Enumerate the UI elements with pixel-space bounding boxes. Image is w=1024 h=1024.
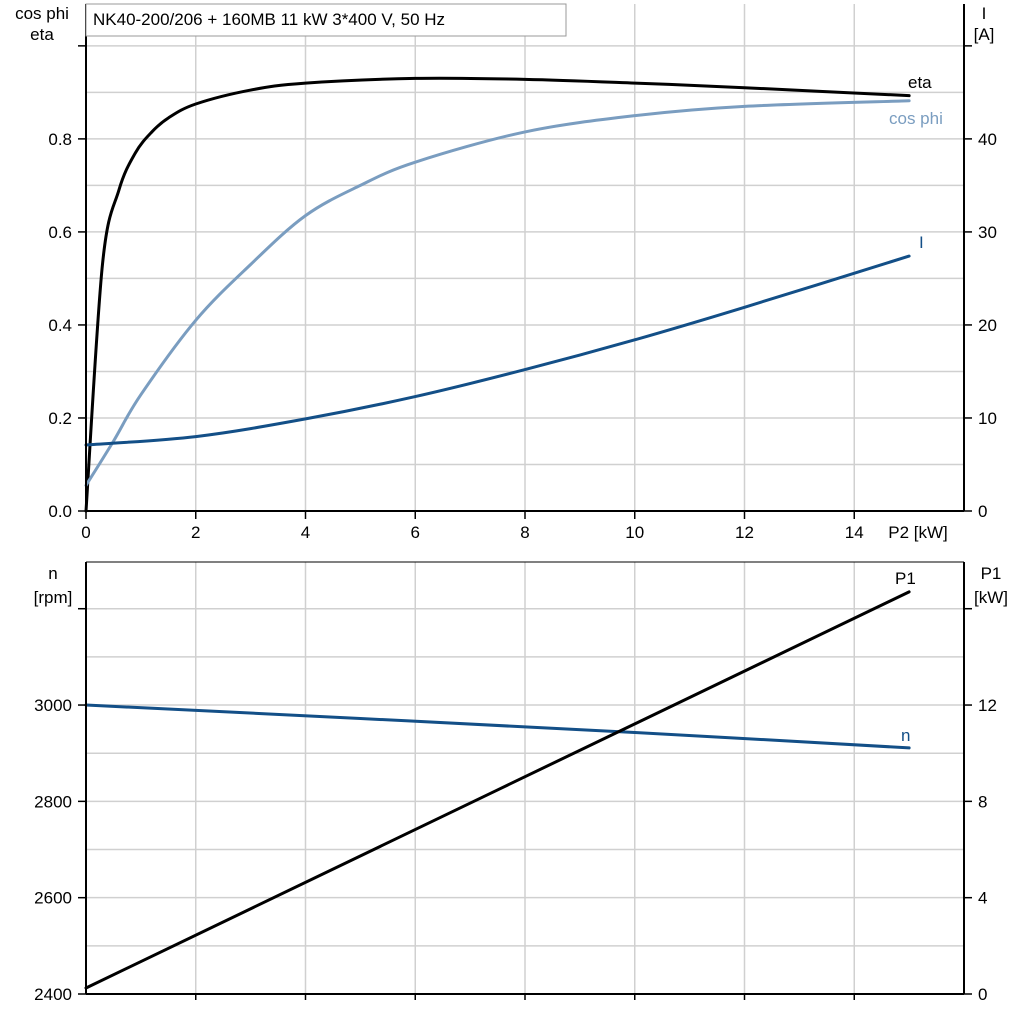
x-tick-label: 6 (411, 523, 420, 542)
x-tick-label: 12 (735, 523, 754, 542)
series-label-I: I (919, 233, 924, 252)
bottom-right-tick-label: 4 (978, 889, 987, 908)
bottom-right-tick-label: 8 (978, 792, 987, 811)
top-left-tick-label: 0.4 (48, 316, 72, 335)
top-right-tick-label: 20 (978, 316, 997, 335)
bottom-left-tick-label: 3000 (34, 696, 72, 715)
bottom-left-tick-label: 2600 (34, 889, 72, 908)
top-right-tick-label: 0 (978, 502, 987, 521)
bottom-right-tick-label: 12 (978, 696, 997, 715)
top-right-tick-label: 30 (978, 223, 997, 242)
top-left-tick-label: 0.6 (48, 223, 72, 242)
x-tick-label: 0 (81, 523, 90, 542)
series-label-P1: P1 (895, 569, 916, 588)
series-label-eta: eta (908, 73, 932, 92)
bottom-left-tick-label: 2800 (34, 792, 72, 811)
curve-I (84, 254, 911, 447)
title-box (85, 3, 567, 37)
x-tick-label: 8 (520, 523, 529, 542)
x-tick-label: 2 (191, 523, 200, 542)
bottom-right-axis-label-2: [kW] (974, 588, 1008, 607)
x-tick-label: 4 (301, 523, 310, 542)
bottom-right-tick-label: 0 (978, 985, 987, 1004)
series-label-cos-phi: cos phi (889, 109, 943, 128)
top-right-axis-label-2: [A] (974, 25, 995, 44)
x-tick-label: 10 (625, 523, 644, 542)
curve-cos-phi (84, 99, 911, 487)
top-left-tick-label: 0.8 (48, 130, 72, 149)
top-right-tick-label: 40 (978, 130, 997, 149)
curve-P1 (84, 590, 911, 990)
top-left-axis-label-2: eta (30, 25, 54, 44)
x-axis-label: P2 [kW] (888, 523, 948, 542)
curve-n (84, 703, 911, 750)
top-left-axis-label-1: cos phi (15, 4, 69, 23)
series-label-n: n (901, 726, 910, 745)
bottom-left-axis-label-1: n (48, 564, 57, 583)
bottom-left-tick-label: 2400 (34, 985, 72, 1004)
bottom-right-axis-label-1: P1 (981, 564, 1002, 583)
top-right-axis-label-1: I (982, 4, 987, 23)
bottom-left-axis-label-2: [rpm] (34, 588, 73, 607)
top-right-tick-label: 10 (978, 409, 997, 428)
x-tick-label: 14 (845, 523, 864, 542)
chart-title: NK40-200/206 + 160MB 11 kW 3*400 V, 50 H… (93, 10, 445, 29)
curve-eta (84, 76, 911, 513)
top-left-tick-label: 0.0 (48, 502, 72, 521)
top-left-tick-label: 0.2 (48, 409, 72, 428)
